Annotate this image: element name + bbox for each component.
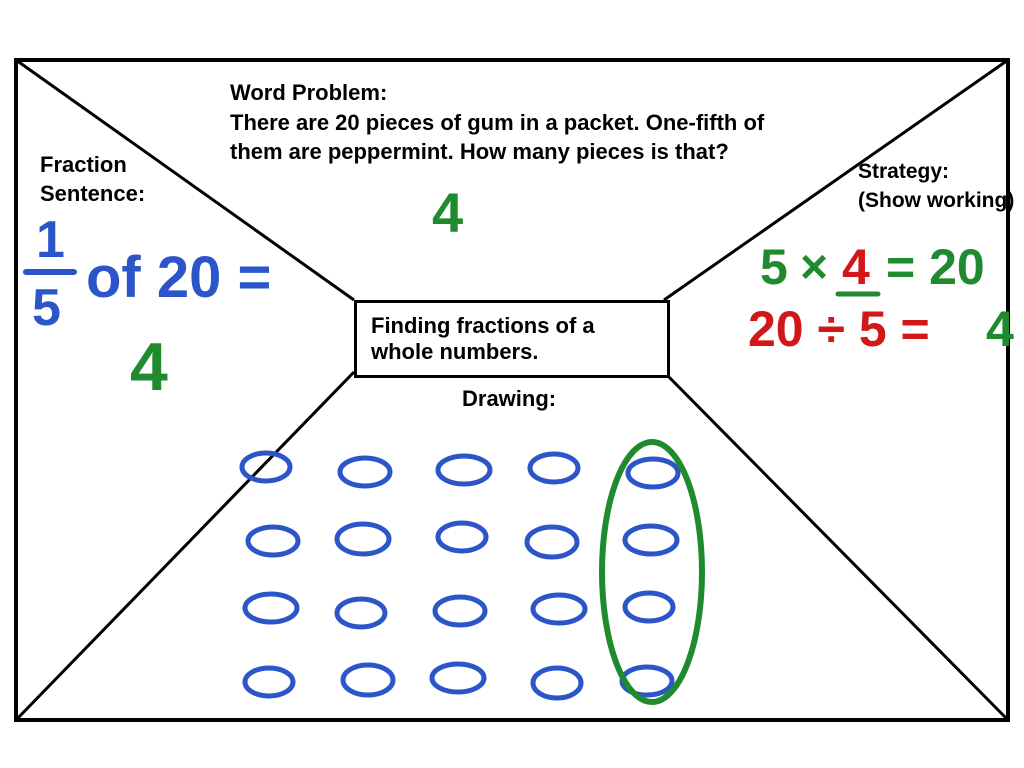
drawn-oval: [245, 668, 293, 696]
hand-eq1-four: 4: [842, 238, 870, 296]
drawn-oval: [625, 593, 673, 621]
drawing-text: Drawing:: [462, 386, 556, 411]
hand-answer-top: 4: [432, 180, 463, 245]
drawn-oval: [343, 665, 393, 695]
hand-eq1-times: ×: [800, 240, 828, 295]
hand-of-twenty: of 20 =: [86, 244, 271, 311]
drawn-oval: [438, 456, 490, 484]
hand-eq2-four: 4: [986, 300, 1014, 358]
hand-eq1-five: 5: [760, 238, 788, 296]
drawn-oval: [530, 454, 578, 482]
hand-eq2-division: 20 ÷ 5 =: [748, 300, 930, 358]
drawn-oval: [340, 458, 390, 486]
fraction-sentence-label: Fraction Sentence:: [40, 120, 145, 209]
drawn-oval: [242, 453, 290, 481]
fraction-sentence-text: Fraction Sentence:: [40, 152, 145, 207]
center-title-text: Finding fractions of a whole numbers.: [371, 313, 595, 364]
drawn-oval: [245, 594, 297, 622]
hand-eq1-equals-twenty: = 20: [886, 238, 985, 296]
center-title-box: Finding fractions of a whole numbers.: [354, 300, 670, 378]
drawn-oval: [337, 599, 385, 627]
drawn-oval: [527, 527, 577, 557]
word-problem-heading: Word Problem:: [230, 78, 810, 108]
drawn-oval: [628, 459, 678, 487]
drawing-label: Drawing:: [462, 384, 556, 414]
drawn-oval: [432, 664, 484, 692]
drawn-oval: [337, 524, 389, 554]
strategy-label: Strategy: (Show working): [858, 130, 1014, 215]
drawn-oval: [438, 523, 486, 551]
strategy-text: Strategy: (Show working): [858, 160, 1014, 211]
worksheet-diagram: { "frame": { "x": 16, "y": 60, "w": 992,…: [0, 0, 1024, 768]
word-problem-body: There are 20 pieces of gum in a packet. …: [230, 108, 810, 167]
drawn-oval: [435, 597, 485, 625]
hand-fraction-numerator: 1: [36, 210, 65, 270]
hand-fraction-denominator: 5: [32, 278, 61, 338]
word-problem-label: Word Problem: There are 20 pieces of gum…: [230, 78, 810, 167]
drawn-oval: [248, 527, 298, 555]
drawn-oval: [533, 668, 581, 698]
drawn-oval: [625, 526, 677, 554]
hand-answer-left: 4: [130, 328, 168, 406]
drawn-oval: [533, 595, 585, 623]
